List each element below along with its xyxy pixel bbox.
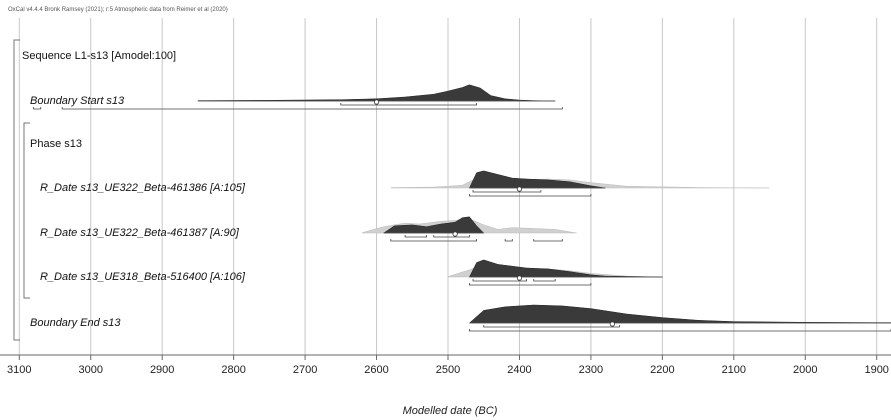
row-label: R_Date s13_UE322_Beta-461386 [A:105] [40,182,246,194]
hpd68-range [472,190,542,193]
median-marker [516,186,523,192]
group-bracket [23,122,30,299]
tick-label: 2800 [221,364,245,376]
median-marker [452,231,458,237]
x-axis-title: Modelled date (BC) [403,405,498,417]
tick-label: 2700 [293,364,317,376]
hpd68-range [472,279,527,282]
hpd68-range [340,103,477,106]
tick-label: 1900 [864,364,888,376]
row-label: R_Date s13_UE322_Beta-461387 [A:90] [40,227,240,239]
median-marker [516,275,523,281]
tick-label: 3000 [78,364,102,376]
median-marker [609,321,615,327]
group-label: Phase s13 [30,138,82,150]
group-label: Sequence L1-s13 [Amodel:100] [22,50,176,62]
hpd68-range [483,325,620,328]
median-marker [373,99,380,105]
row-labels: Sequence L1-s13 [Amodel:100] Boundary Sta… [22,50,246,329]
hpd95-range [469,283,592,286]
header-text: OxCal v4.4.4 Bronk Ramsey (2021); r:5 At… [8,7,228,13]
row-label: R_Date s13_UE318_Beta-516400 [A:106] [40,271,246,283]
tick-label: 2600 [364,364,388,376]
tick-label: 2900 [150,364,174,376]
tick-label: 2500 [436,364,460,376]
distribution-curves [33,84,891,332]
x-axis: 3100 3000 2900 2800 2700 2600 2500 2400 2300 2200… [0,354,891,376]
tick-label: 2400 [507,364,531,376]
hpd95-range [390,239,477,242]
tick-label: 3100 [7,364,31,376]
hpd95-range [533,239,563,242]
posterior-distribution [468,259,663,278]
tick-label: 2100 [722,364,746,376]
posterior-distribution [197,84,556,102]
posterior-distribution [468,304,891,324]
posterior-distribution [382,216,485,234]
hpd68-range [533,279,556,282]
posterior-distribution [469,170,606,189]
grid-lines [18,18,878,355]
tick-label: 2000 [793,364,817,376]
group-bracket [13,39,20,341]
group-brackets [13,39,30,341]
hpd95-range [469,194,592,197]
hpd95-range [504,239,513,242]
row-label: Boundary Start s13 [30,95,125,107]
tick-label: 2200 [650,364,674,376]
hpd68-range [404,235,427,238]
hpd68-range [433,235,470,238]
hpd95-range [33,107,42,110]
hpd95-range [469,329,891,332]
tick-label: 2300 [579,364,603,376]
hpd95-range [61,107,563,110]
row-label: Boundary End s13 [30,317,121,329]
